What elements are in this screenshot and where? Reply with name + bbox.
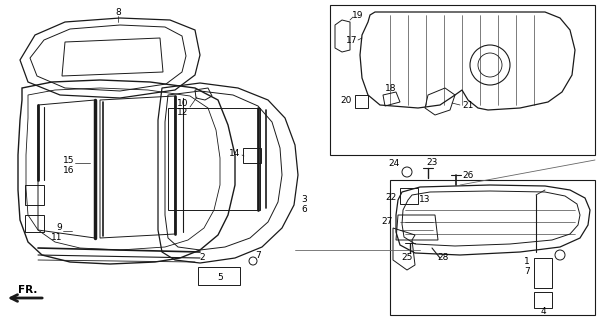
Text: 12: 12 [177,108,188,116]
Text: 14: 14 [228,148,240,157]
Text: 15: 15 [63,156,74,164]
Text: 7: 7 [255,252,261,260]
Text: 19: 19 [352,11,364,20]
Text: 4: 4 [540,308,546,316]
Text: 8: 8 [115,7,121,17]
Text: 13: 13 [419,196,431,204]
Text: 9: 9 [56,223,62,233]
Text: 11: 11 [50,233,62,242]
Text: 18: 18 [385,84,397,92]
Text: 28: 28 [438,253,449,262]
Text: 21: 21 [462,100,474,109]
Text: 3: 3 [301,196,307,204]
Text: 22: 22 [386,194,397,203]
Text: 1: 1 [524,258,530,267]
Text: 7: 7 [524,267,530,276]
Text: 27: 27 [382,218,393,227]
Text: 20: 20 [341,95,352,105]
Text: 25: 25 [401,253,413,262]
Text: 10: 10 [177,99,188,108]
Text: 26: 26 [462,171,474,180]
Text: 17: 17 [346,36,357,44]
Text: FR.: FR. [18,285,38,295]
Text: 16: 16 [63,165,74,174]
Text: 23: 23 [426,157,438,166]
Text: 6: 6 [301,204,307,213]
Text: 2: 2 [199,253,205,262]
Text: 24: 24 [389,158,400,167]
Text: 5: 5 [217,274,223,283]
